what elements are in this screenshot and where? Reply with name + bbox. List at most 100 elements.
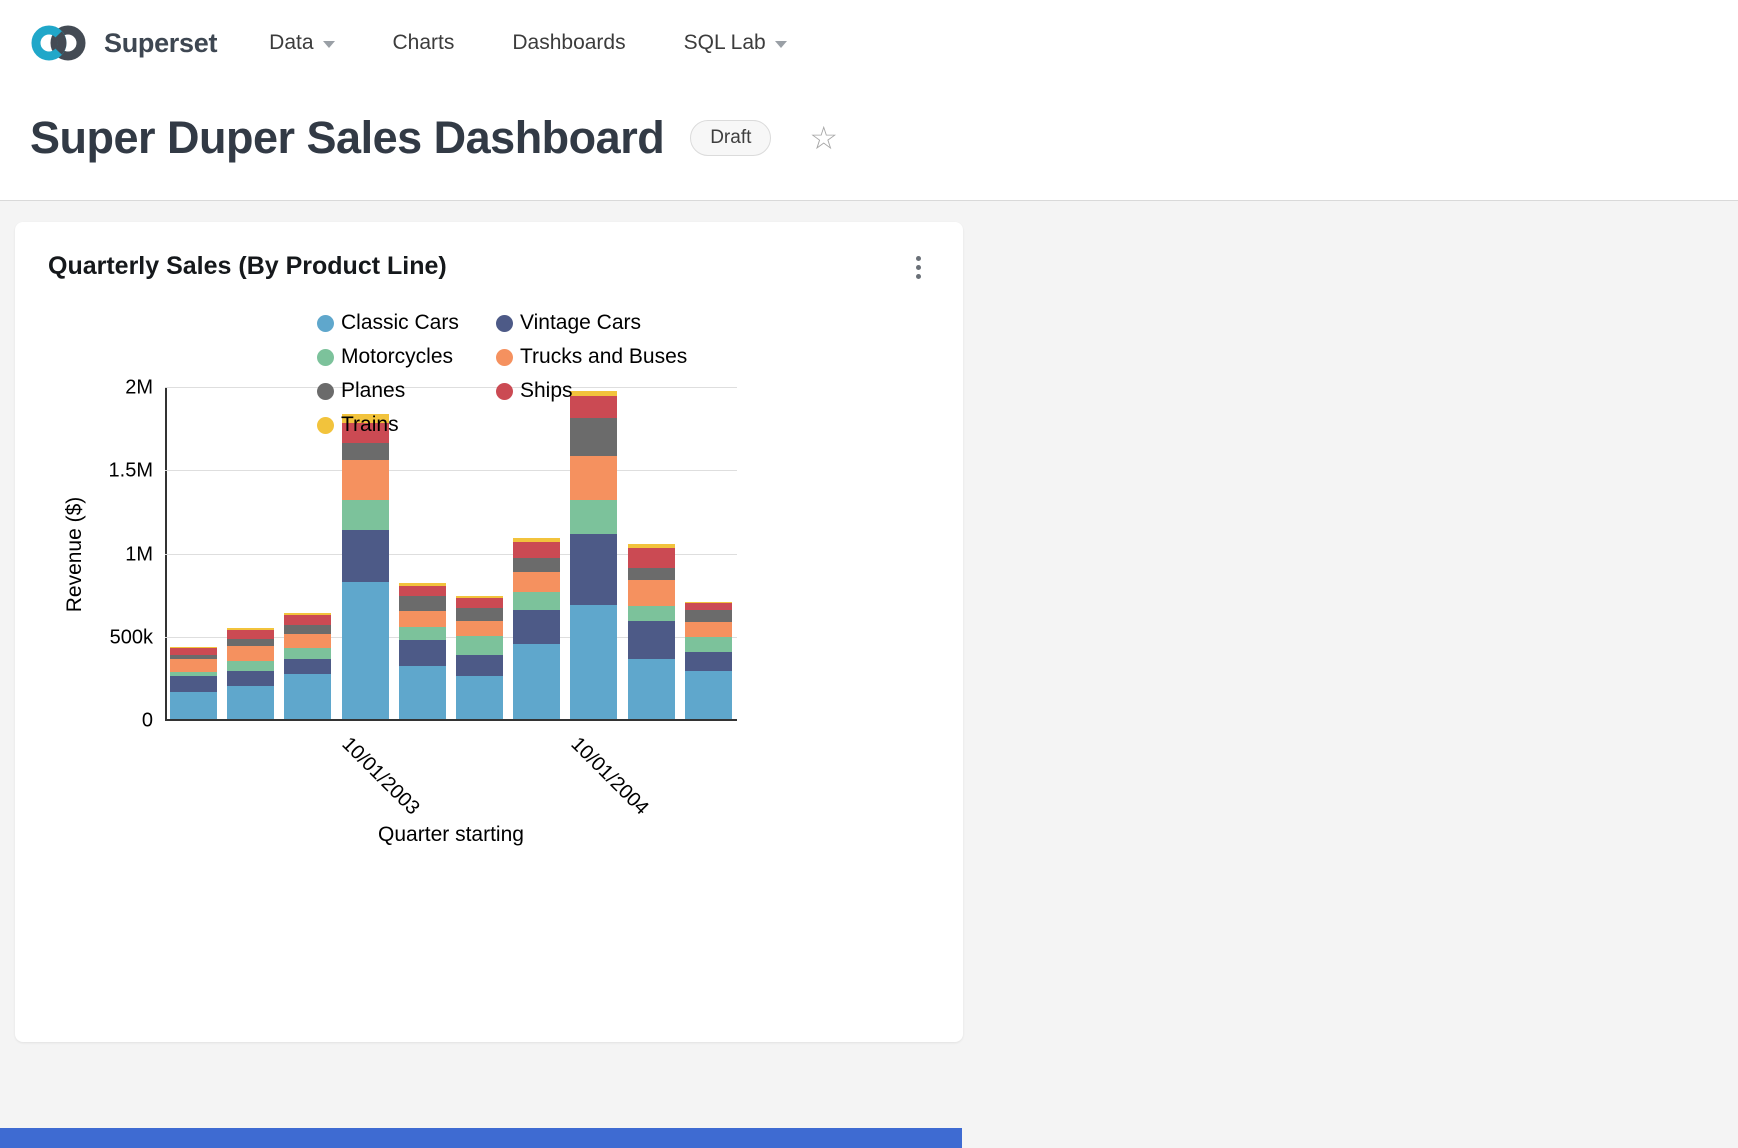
bar-segment-motorcycles[interactable]	[570, 500, 618, 534]
bar-9[interactable]	[623, 388, 680, 721]
bar-segment-classic-cars[interactable]	[341, 582, 389, 721]
bar-segment-ships[interactable]	[227, 629, 275, 639]
bar-segment-trucks-and-buses[interactable]	[341, 460, 389, 501]
legend-item-ships[interactable]: Ships	[496, 379, 687, 403]
legend-item-trucks-and-buses[interactable]: Trucks and Buses	[496, 345, 687, 369]
bar-segment-vintage-cars[interactable]	[170, 676, 218, 693]
bar-segment-vintage-cars[interactable]	[627, 620, 675, 659]
bar-segment-classic-cars[interactable]	[456, 676, 504, 721]
superset-logo-icon	[31, 25, 86, 61]
bar-segment-trucks-and-buses[interactable]	[284, 633, 332, 648]
bar-segment-vintage-cars[interactable]	[341, 529, 389, 583]
bar-4[interactable]	[337, 388, 394, 721]
bar-7[interactable]	[508, 388, 565, 721]
bar-segment-trains[interactable]	[227, 627, 275, 630]
bar-segment-ships[interactable]	[513, 541, 561, 558]
bar-segment-trains[interactable]	[570, 391, 618, 397]
bar-segment-ships[interactable]	[170, 647, 218, 655]
bar-10[interactable]	[680, 388, 737, 721]
bar-segment-ships[interactable]	[341, 422, 389, 443]
bar-segment-trucks-and-buses[interactable]	[456, 620, 504, 636]
bar-segment-trains[interactable]	[456, 596, 504, 599]
bar-segment-motorcycles[interactable]	[684, 636, 732, 652]
superset-brand[interactable]: Superset	[26, 23, 217, 63]
bar-segment-planes[interactable]	[456, 608, 504, 621]
nav-item-dashboards[interactable]: Dashboards	[512, 31, 625, 55]
bar-segment-trucks-and-buses[interactable]	[227, 645, 275, 662]
nav-item-sql-lab[interactable]: SQL Lab	[684, 31, 787, 55]
bar-segment-ships[interactable]	[284, 614, 332, 625]
legend-item-motorcycles[interactable]: Motorcycles	[317, 345, 496, 369]
kebab-menu-icon[interactable]	[910, 252, 927, 283]
bar-segment-ships[interactable]	[398, 586, 446, 597]
gridline	[165, 636, 737, 638]
bar-segment-classic-cars[interactable]	[570, 605, 618, 721]
bar-segment-motorcycles[interactable]	[284, 647, 332, 659]
top-navbar: Superset Data Charts Dashboards SQL Lab	[0, 0, 1738, 86]
bar-segment-vintage-cars[interactable]	[227, 671, 275, 687]
status-badge[interactable]: Draft	[690, 120, 772, 156]
bar-segment-planes[interactable]	[627, 567, 675, 581]
bar-segment-planes[interactable]	[398, 596, 446, 612]
y-axis-label: Revenue ($)	[63, 496, 86, 613]
legend-item-trains[interactable]: Trains	[317, 413, 496, 437]
bar-segment-vintage-cars[interactable]	[570, 533, 618, 606]
bar-5[interactable]	[394, 388, 451, 721]
bar-segment-motorcycles[interactable]	[513, 592, 561, 611]
legend-item-vintage-cars[interactable]: Vintage Cars	[496, 311, 687, 335]
bar-segment-trucks-and-buses[interactable]	[627, 580, 675, 607]
bar-segment-classic-cars[interactable]	[170, 692, 218, 721]
bar-segment-planes[interactable]	[227, 638, 275, 646]
bar-6[interactable]	[451, 388, 508, 721]
bar-segment-ships[interactable]	[456, 598, 504, 609]
bar-segment-vintage-cars[interactable]	[398, 639, 446, 666]
bar-segment-classic-cars[interactable]	[227, 686, 275, 721]
bar-8[interactable]	[565, 388, 622, 721]
bar-segment-classic-cars[interactable]	[398, 665, 446, 721]
bar-segment-vintage-cars[interactable]	[284, 658, 332, 675]
bar-segment-trucks-and-buses[interactable]	[570, 455, 618, 501]
bar-segment-trains[interactable]	[341, 413, 389, 423]
legend-item-classic-cars[interactable]: Classic Cars	[317, 311, 496, 335]
bar-segment-planes[interactable]	[684, 610, 732, 622]
bar-segment-trucks-and-buses[interactable]	[170, 658, 218, 673]
bar-segment-planes[interactable]	[284, 624, 332, 634]
bar-segment-trains[interactable]	[513, 537, 561, 542]
bar-segment-trains[interactable]	[627, 543, 675, 548]
bar-segment-classic-cars[interactable]	[627, 658, 675, 721]
bar-2[interactable]	[222, 388, 279, 721]
bar-segment-ships[interactable]	[684, 603, 732, 611]
star-icon[interactable]: ☆	[809, 120, 839, 156]
bar-segment-vintage-cars[interactable]	[456, 654, 504, 677]
bar-segment-classic-cars[interactable]	[684, 671, 732, 721]
bar-segment-motorcycles[interactable]	[456, 635, 504, 655]
bar-segment-trains[interactable]	[284, 613, 332, 615]
bar-1[interactable]	[165, 388, 222, 721]
bar-segment-trains[interactable]	[170, 646, 218, 648]
legend-item-planes[interactable]: Planes	[317, 379, 496, 403]
nav-item-data[interactable]: Data	[269, 31, 335, 55]
nav-item-charts[interactable]: Charts	[393, 31, 455, 55]
bar-segment-ships[interactable]	[627, 547, 675, 568]
bar-segment-classic-cars[interactable]	[513, 643, 561, 721]
bar-segment-planes[interactable]	[170, 654, 218, 659]
chart-title: Quarterly Sales (By Product Line)	[48, 252, 447, 280]
bar-3[interactable]	[279, 388, 336, 721]
bar-segment-vintage-cars[interactable]	[684, 651, 732, 672]
bar-segment-vintage-cars[interactable]	[513, 610, 561, 644]
bar-segment-planes[interactable]	[570, 418, 618, 456]
bar-segment-trucks-and-buses[interactable]	[684, 621, 732, 637]
bar-segment-planes[interactable]	[341, 442, 389, 461]
bar-segment-trains[interactable]	[684, 602, 732, 604]
bar-segment-planes[interactable]	[513, 557, 561, 572]
bar-segment-motorcycles[interactable]	[227, 661, 275, 672]
bar-segment-motorcycles[interactable]	[627, 606, 675, 621]
bar-segment-ships[interactable]	[570, 396, 618, 419]
bar-segment-motorcycles[interactable]	[170, 672, 218, 677]
bar-segment-motorcycles[interactable]	[341, 500, 389, 530]
bar-segment-motorcycles[interactable]	[398, 626, 446, 640]
bar-segment-trains[interactable]	[398, 583, 446, 587]
bar-segment-trucks-and-buses[interactable]	[398, 611, 446, 627]
bar-segment-trucks-and-buses[interactable]	[513, 571, 561, 593]
bar-segment-classic-cars[interactable]	[284, 674, 332, 721]
